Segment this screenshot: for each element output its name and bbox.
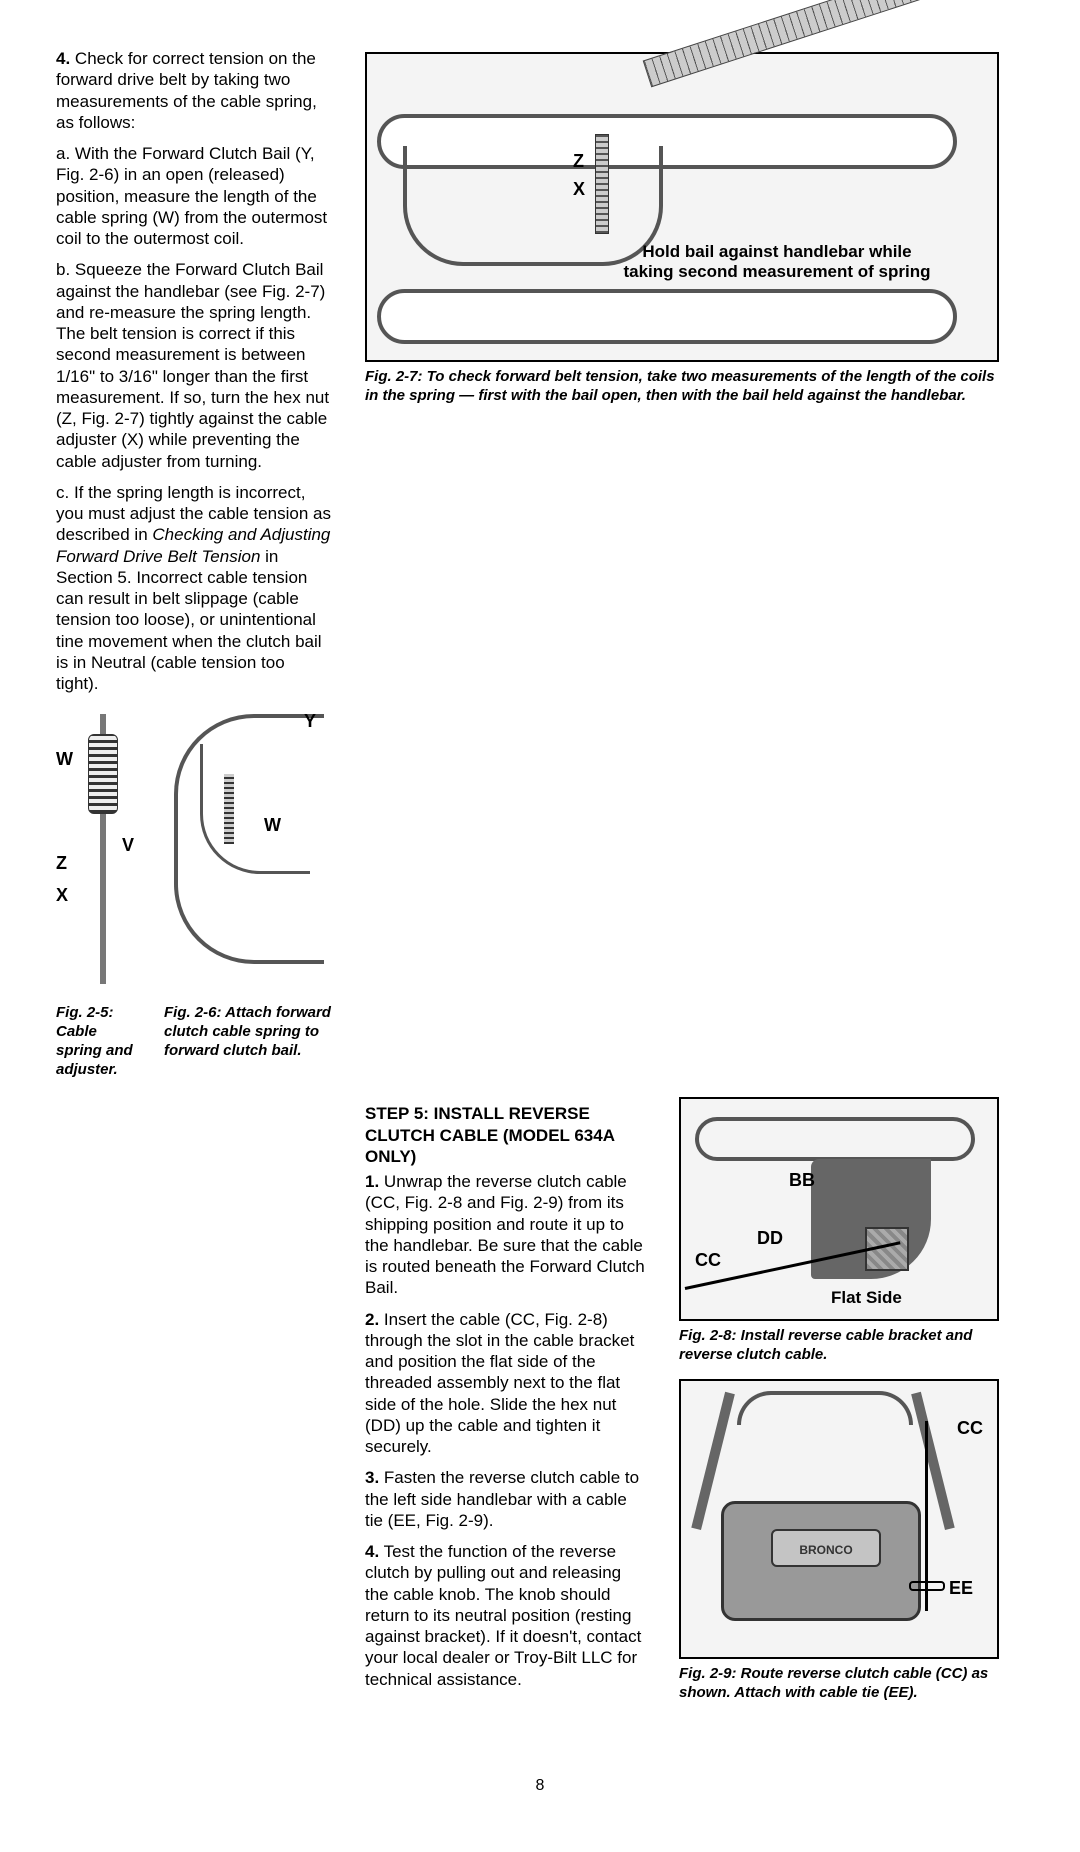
label-y: Y <box>304 710 316 733</box>
step5-3: 3. Fasten the reverse clutch cable to th… <box>365 1467 645 1531</box>
caption-2-6: Fig. 2-6: Attach forward clutch cable sp… <box>164 1004 331 1079</box>
substep-b: b. Squeeze the Forward Clutch Bail again… <box>56 259 331 472</box>
step5-4: 4. Test the function of the reverse clut… <box>365 1541 645 1690</box>
left-column: 4. Check for correct tension on the forw… <box>56 48 331 1093</box>
label-flat-side: Flat Side <box>831 1287 902 1308</box>
cable-spring <box>224 774 234 844</box>
figure-2-5-2-6-row: W Z X V Y W <box>56 704 331 998</box>
right-column: BB DD CC Flat Side Fig. 2-8: Install rev… <box>679 1093 999 1716</box>
callout-text: Hold bail against handlebar while taking… <box>607 242 947 283</box>
brand-plate: BRONCO <box>771 1529 881 1567</box>
cable-tie <box>909 1581 945 1591</box>
step5-title: STEP 5: INSTALL REVERSE CLUTCH CABLE (MO… <box>365 1103 645 1167</box>
step-number: 4. <box>56 49 70 68</box>
figure-2-9: BRONCO CC EE <box>679 1379 999 1659</box>
substep-a: a. With the Forward Clutch Bail (Y, Fig.… <box>56 143 331 249</box>
caption-2-9: Fig. 2-9: Route reverse clutch cable (CC… <box>679 1665 999 1703</box>
label-z: Z <box>573 150 584 173</box>
label-cc: CC <box>957 1417 983 1440</box>
label-w: W <box>56 748 73 771</box>
clutch-bail <box>200 744 310 874</box>
label-x: X <box>56 884 68 907</box>
substep-c: c. If the spring length is incorrect, yo… <box>56 482 331 695</box>
caption-2-8: Fig. 2-8: Install reverse cable bracket … <box>679 1327 999 1365</box>
figure-2-6: Y W <box>164 704 331 998</box>
label-z: Z <box>56 852 67 875</box>
figure-2-7: Z X Hold bail against handlebar while ta… <box>365 52 999 362</box>
figure-2-5: W Z X V <box>56 704 146 998</box>
caption-row-25-26: Fig. 2-5: Cable spring and adjuster. Fig… <box>56 998 331 1093</box>
label-w: W <box>264 814 281 837</box>
caption-2-7: Fig. 2-7: To check forward belt tension,… <box>365 368 999 406</box>
figure-2-8: BB DD CC Flat Side <box>679 1097 999 1321</box>
label-ee: EE <box>949 1577 973 1600</box>
label-v: V <box>122 834 134 857</box>
middle-column: STEP 5: INSTALL REVERSE CLUTCH CABLE (MO… <box>365 1093 645 1716</box>
step5-2: 2. Insert the cable (CC, Fig. 2-8) throu… <box>365 1309 645 1458</box>
label-cc: CC <box>695 1249 721 1272</box>
handlebar-tube <box>695 1117 975 1161</box>
label-x: X <box>573 178 585 201</box>
label-bb: BB <box>789 1169 815 1192</box>
manual-page: 4. Check for correct tension on the forw… <box>56 48 1024 1716</box>
handlebar-bottom <box>377 289 957 344</box>
page-number: 8 <box>56 1776 1024 1796</box>
label-dd: DD <box>757 1227 783 1250</box>
ruler-icon <box>643 0 956 87</box>
caption-2-5: Fig. 2-5: Cable spring and adjuster. <box>56 1004 146 1079</box>
step5-1: 1. Unwrap the reverse clutch cable (CC, … <box>365 1171 645 1299</box>
step4-intro: 4. Check for correct tension on the forw… <box>56 48 331 133</box>
step4-text: Check for correct tension on the forward… <box>56 49 317 132</box>
cable-spring <box>88 734 118 814</box>
spring <box>595 134 609 234</box>
figure-2-7-block: Z X Hold bail against handlebar while ta… <box>365 48 999 1093</box>
handlebar <box>737 1391 913 1425</box>
